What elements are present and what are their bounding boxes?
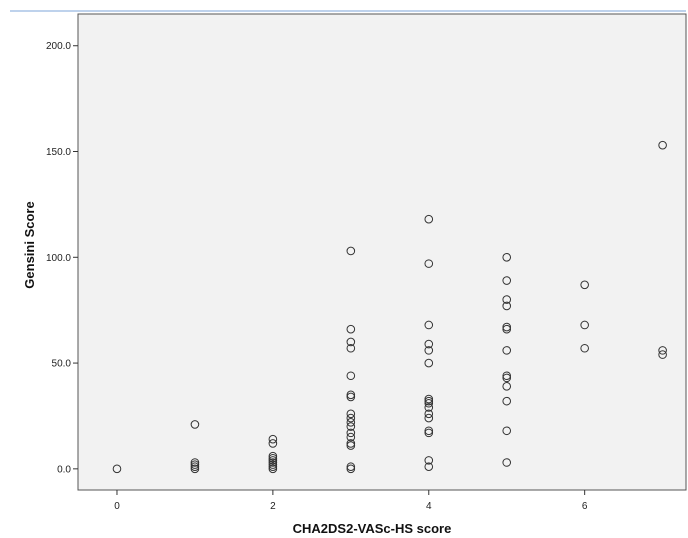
y-axis-title: Gensini Score xyxy=(22,201,37,288)
y-tick-label: 50.0 xyxy=(52,359,72,370)
data-point xyxy=(424,413,434,423)
data-point xyxy=(268,456,278,465)
data-point xyxy=(112,464,122,474)
data-point xyxy=(268,462,278,472)
data-point xyxy=(268,451,278,461)
data-point xyxy=(658,346,667,355)
data-point xyxy=(346,428,356,438)
data-point xyxy=(268,458,278,467)
data-point xyxy=(580,280,589,290)
data-point xyxy=(502,371,512,381)
data-point xyxy=(346,462,356,472)
data-point xyxy=(424,396,434,406)
data-point xyxy=(424,394,434,404)
data-point xyxy=(346,337,356,347)
x-tick-label: 4 xyxy=(426,501,432,512)
data-point xyxy=(346,390,356,400)
data-point xyxy=(346,418,356,427)
data-point xyxy=(268,460,278,469)
x-tick-label: 6 xyxy=(582,501,588,512)
data-point xyxy=(424,428,434,438)
data-point xyxy=(268,464,278,474)
data-point xyxy=(424,398,434,408)
data-point xyxy=(346,324,356,334)
data-point xyxy=(502,426,512,436)
data-point xyxy=(346,422,356,431)
data-point xyxy=(190,458,200,467)
y-tick-label: 200.0 xyxy=(46,41,71,52)
data-point xyxy=(346,371,356,381)
data-point xyxy=(424,358,434,368)
data-point xyxy=(268,434,278,444)
data-point xyxy=(346,343,356,353)
data-point xyxy=(424,426,434,436)
data-point xyxy=(424,456,434,465)
x-tick-label: 0 xyxy=(114,501,120,512)
data-point xyxy=(424,409,434,419)
data-point xyxy=(190,420,200,429)
data-point xyxy=(346,409,356,419)
data-point xyxy=(346,392,356,402)
x-tick-label: 2 xyxy=(270,501,276,512)
data-point xyxy=(346,464,356,474)
data-point xyxy=(502,295,512,304)
data-point xyxy=(502,458,512,467)
data-point xyxy=(424,462,434,472)
data-point xyxy=(502,252,512,262)
data-point xyxy=(658,350,667,359)
data-point xyxy=(502,324,512,334)
data-point xyxy=(346,439,356,448)
data-point xyxy=(424,346,434,355)
data-point xyxy=(268,453,278,463)
y-tick-label: 100.0 xyxy=(46,253,71,264)
data-point xyxy=(190,462,200,472)
data-point xyxy=(502,396,512,406)
data-point xyxy=(424,214,434,224)
data-point xyxy=(502,276,512,285)
data-point xyxy=(424,339,434,349)
data-point xyxy=(424,320,434,330)
data-point xyxy=(346,432,356,442)
x-axis-title: CHA2DS2-VASc-HS score xyxy=(293,521,452,536)
data-point xyxy=(658,140,667,150)
data-point xyxy=(502,301,512,311)
data-point xyxy=(502,322,512,332)
data-point xyxy=(346,246,356,256)
data-point xyxy=(346,413,356,423)
data-point xyxy=(190,464,200,474)
data-point xyxy=(424,259,434,268)
data-point xyxy=(346,441,356,450)
data-point xyxy=(502,346,512,355)
data-point xyxy=(502,373,512,383)
plot-area xyxy=(77,13,687,491)
data-point xyxy=(580,320,589,330)
y-tick-label: 150.0 xyxy=(46,147,71,158)
data-point xyxy=(190,460,200,469)
data-point xyxy=(502,382,512,391)
data-point xyxy=(580,343,589,353)
data-point xyxy=(424,403,434,412)
data-point xyxy=(268,439,278,448)
y-tick-label: 0.0 xyxy=(57,464,71,475)
